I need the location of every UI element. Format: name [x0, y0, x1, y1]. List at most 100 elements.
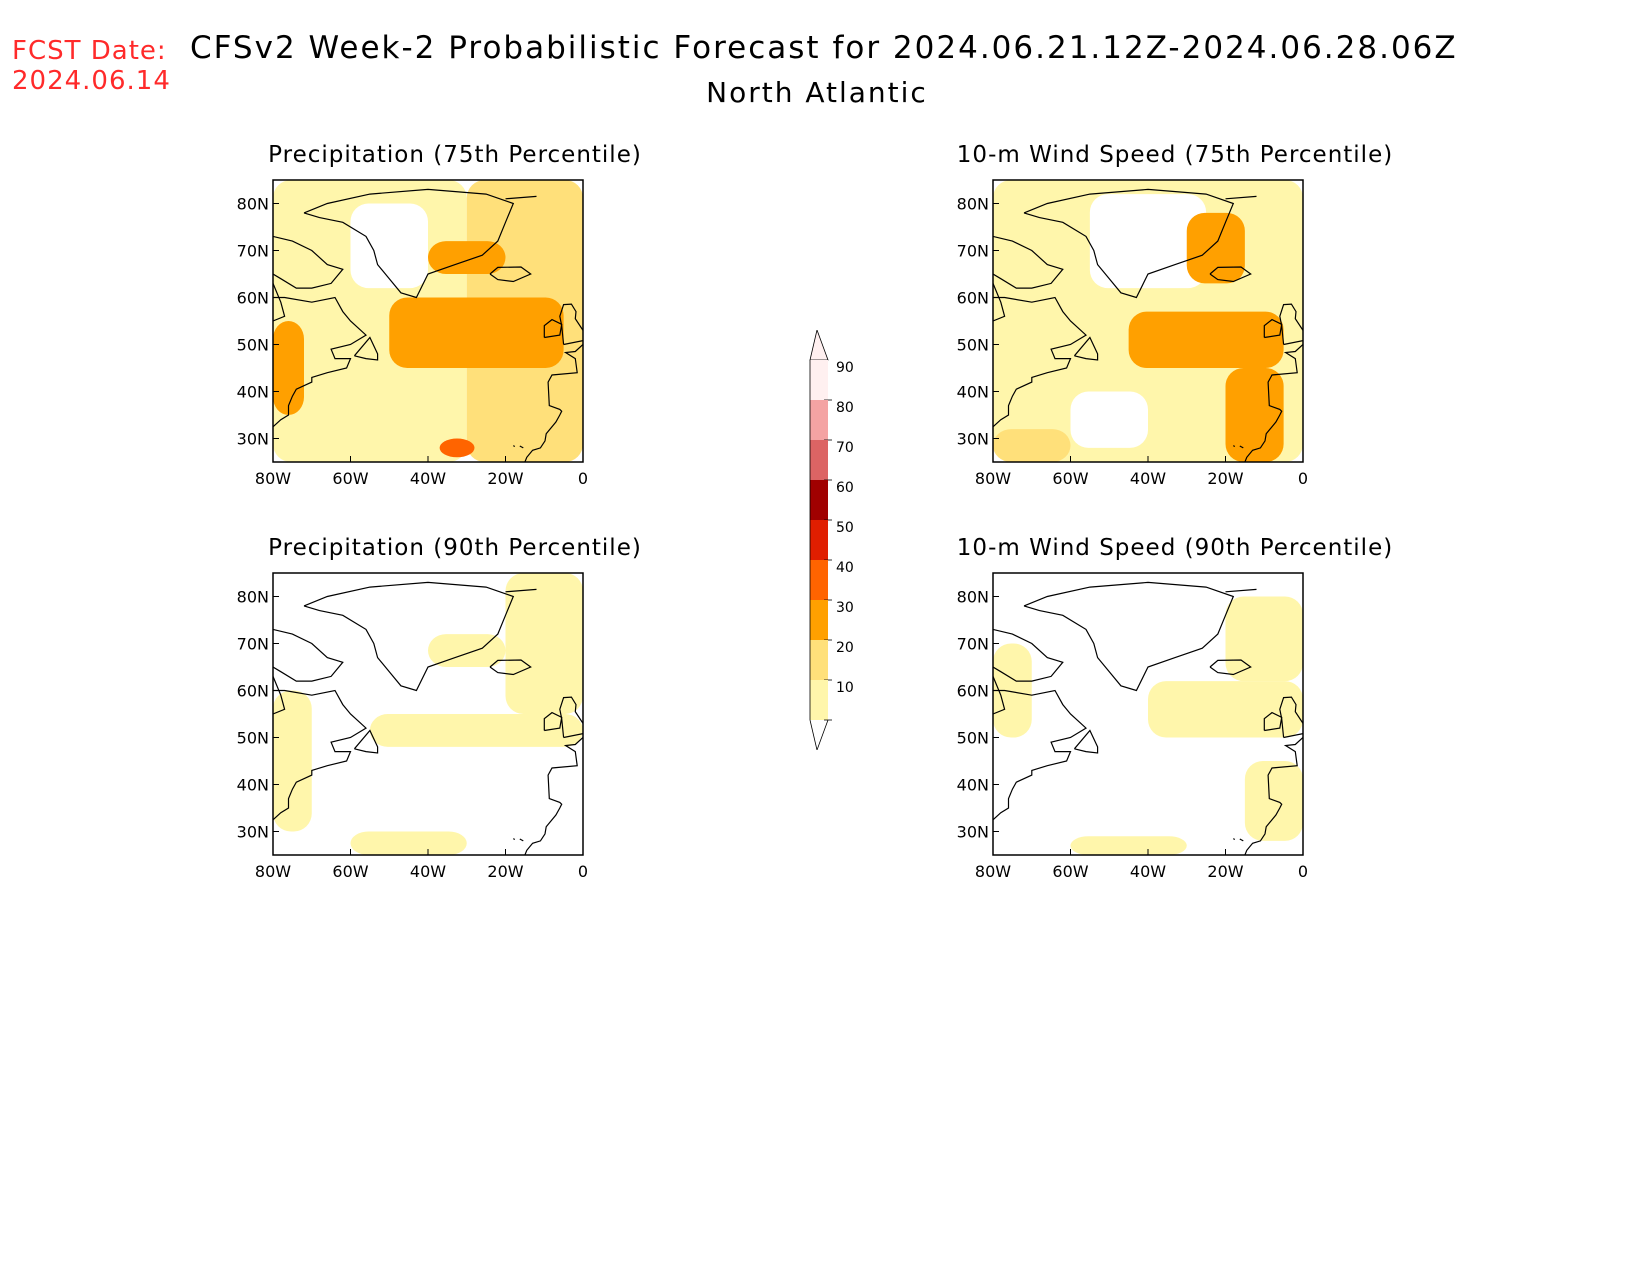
probability-region: [1128, 311, 1284, 368]
lon-label: 80W: [975, 469, 1011, 488]
coastline: [273, 689, 367, 821]
shaded-regions: [273, 180, 583, 462]
lat-label: 80N: [237, 195, 269, 214]
coastline: [543, 318, 563, 339]
panel-wind-75: 10-m Wind Speed (75th Percentile) 80N 70N…: [945, 142, 1405, 542]
coastline: [512, 838, 516, 841]
shaded-regions: [993, 180, 1303, 462]
lon-label: 60W: [332, 862, 368, 881]
colorbar-label: 30: [836, 600, 854, 616]
coastline: [1232, 838, 1236, 841]
coastline: [512, 445, 516, 448]
coastline: [559, 696, 583, 739]
lat-label: 80N: [237, 588, 269, 607]
panel-title: 10-m Wind Speed (90th Percentile): [956, 535, 1394, 561]
lon-label: 0: [1298, 862, 1308, 881]
coastline: [1073, 336, 1099, 361]
panel-precip-75: Precipitation (75th Percentile) 80N 70N 60…: [225, 142, 685, 542]
coastlines: [993, 581, 1303, 855]
probability-region: [993, 643, 1032, 738]
colorbar-swatch: [810, 560, 828, 600]
colorbar-label: 90: [836, 360, 854, 376]
colorbar-label: 20: [836, 640, 854, 656]
lon-label: 0: [578, 469, 588, 488]
colorbar-swatch: [810, 400, 828, 440]
coastline: [1209, 659, 1252, 676]
coastline: [1263, 318, 1283, 339]
coastline: [489, 659, 532, 676]
probability-region: [1225, 596, 1303, 682]
coastline: [1209, 266, 1252, 283]
lon-label: 20W: [1207, 469, 1243, 488]
lat-label: 40N: [237, 383, 269, 402]
colorbar-label: 80: [836, 400, 854, 416]
coastline: [1239, 838, 1244, 842]
coastline: [524, 737, 583, 855]
map-plot: 80N 70N 60N 50N 40N 30N 80W 60W 40W 20W 0: [957, 572, 1308, 881]
coastline: [993, 689, 1087, 821]
colorbar-swatch: [810, 600, 828, 640]
colorbar-label: 10: [836, 680, 854, 696]
coastlines: [273, 581, 583, 855]
probability-region: [1244, 761, 1303, 841]
lon-label: 60W: [1052, 469, 1088, 488]
region-subtitle-wrap: North Atlantic: [0, 76, 1650, 109]
lat-label: 60N: [957, 289, 989, 308]
lon-label: 20W: [1207, 862, 1243, 881]
coastline: [543, 711, 563, 732]
probability-region: [439, 438, 475, 458]
coastline: [993, 296, 1087, 428]
lon-label: 40W: [410, 862, 446, 881]
lon-label: 40W: [1130, 862, 1166, 881]
lon-label: 80W: [255, 862, 291, 881]
coastline: [1279, 303, 1303, 346]
coastline: [559, 303, 583, 346]
coastline: [1244, 344, 1303, 462]
colorbar-swatch: [810, 680, 828, 720]
colorbar-label: 70: [836, 440, 854, 456]
coastline: [353, 336, 379, 361]
probability-region: [1089, 194, 1207, 289]
coastline: [303, 581, 515, 692]
coastlines: [273, 188, 583, 462]
forecast-date-block: FCST Date: 2024.06.14: [12, 36, 171, 96]
coastline: [1225, 195, 1257, 200]
colorbar-label: 50: [836, 520, 854, 536]
lon-label: 40W: [1130, 469, 1166, 488]
lon-label: 80W: [975, 862, 1011, 881]
lat-label: 70N: [957, 242, 989, 261]
coastline: [993, 235, 1064, 289]
lat-label: 50N: [957, 729, 989, 748]
probability-region: [1070, 391, 1148, 448]
probability-region: [428, 241, 506, 274]
probability-region: [273, 690, 312, 832]
coastline: [993, 283, 1006, 322]
probability-region: [350, 831, 467, 855]
lat-label: 30N: [957, 430, 989, 449]
coastline: [505, 195, 537, 200]
colorbar-swatch: [810, 480, 828, 520]
probability-region: [1070, 836, 1187, 855]
probability-region: [993, 429, 1071, 462]
coastline: [273, 283, 286, 322]
coastline: [1279, 696, 1303, 739]
colorbar-swatch: [810, 520, 828, 560]
probability-region: [1225, 368, 1284, 462]
map-plot: 80N 70N 60N 50N 40N 30N 80W 60W 40W 20W 0: [957, 179, 1308, 488]
forecast-date-value: 2024.06.14: [12, 66, 171, 96]
colorbar-label: 60: [836, 480, 854, 496]
probability-region: [505, 573, 583, 714]
lat-label: 50N: [957, 336, 989, 355]
colorbar-label: 40: [836, 560, 854, 576]
lat-label: 70N: [957, 635, 989, 654]
lon-label: 60W: [1052, 862, 1088, 881]
colorbar-swatch: [810, 440, 828, 480]
panel-precip-90: Precipitation (90th Percentile) 80N 70N 60…: [225, 535, 685, 935]
lat-label: 30N: [237, 823, 269, 842]
lat-label: 60N: [957, 682, 989, 701]
lon-label: 80W: [255, 469, 291, 488]
probability-region: [1186, 212, 1245, 284]
lat-label: 40N: [237, 776, 269, 795]
map-plot: 80N 70N 60N 50N 40N 30N 80W 60W 40W 20W 0: [237, 572, 588, 881]
colorbar-swatch: [810, 640, 828, 680]
